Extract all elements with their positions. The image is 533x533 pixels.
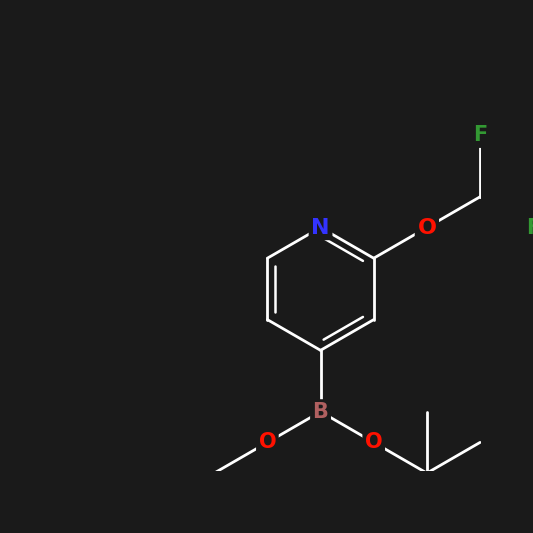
Text: B: B bbox=[313, 402, 328, 422]
Text: F: F bbox=[526, 217, 533, 238]
Text: F: F bbox=[473, 125, 487, 146]
Text: O: O bbox=[417, 217, 437, 238]
Text: N: N bbox=[311, 217, 330, 238]
Text: O: O bbox=[259, 432, 276, 453]
Text: O: O bbox=[365, 432, 383, 453]
